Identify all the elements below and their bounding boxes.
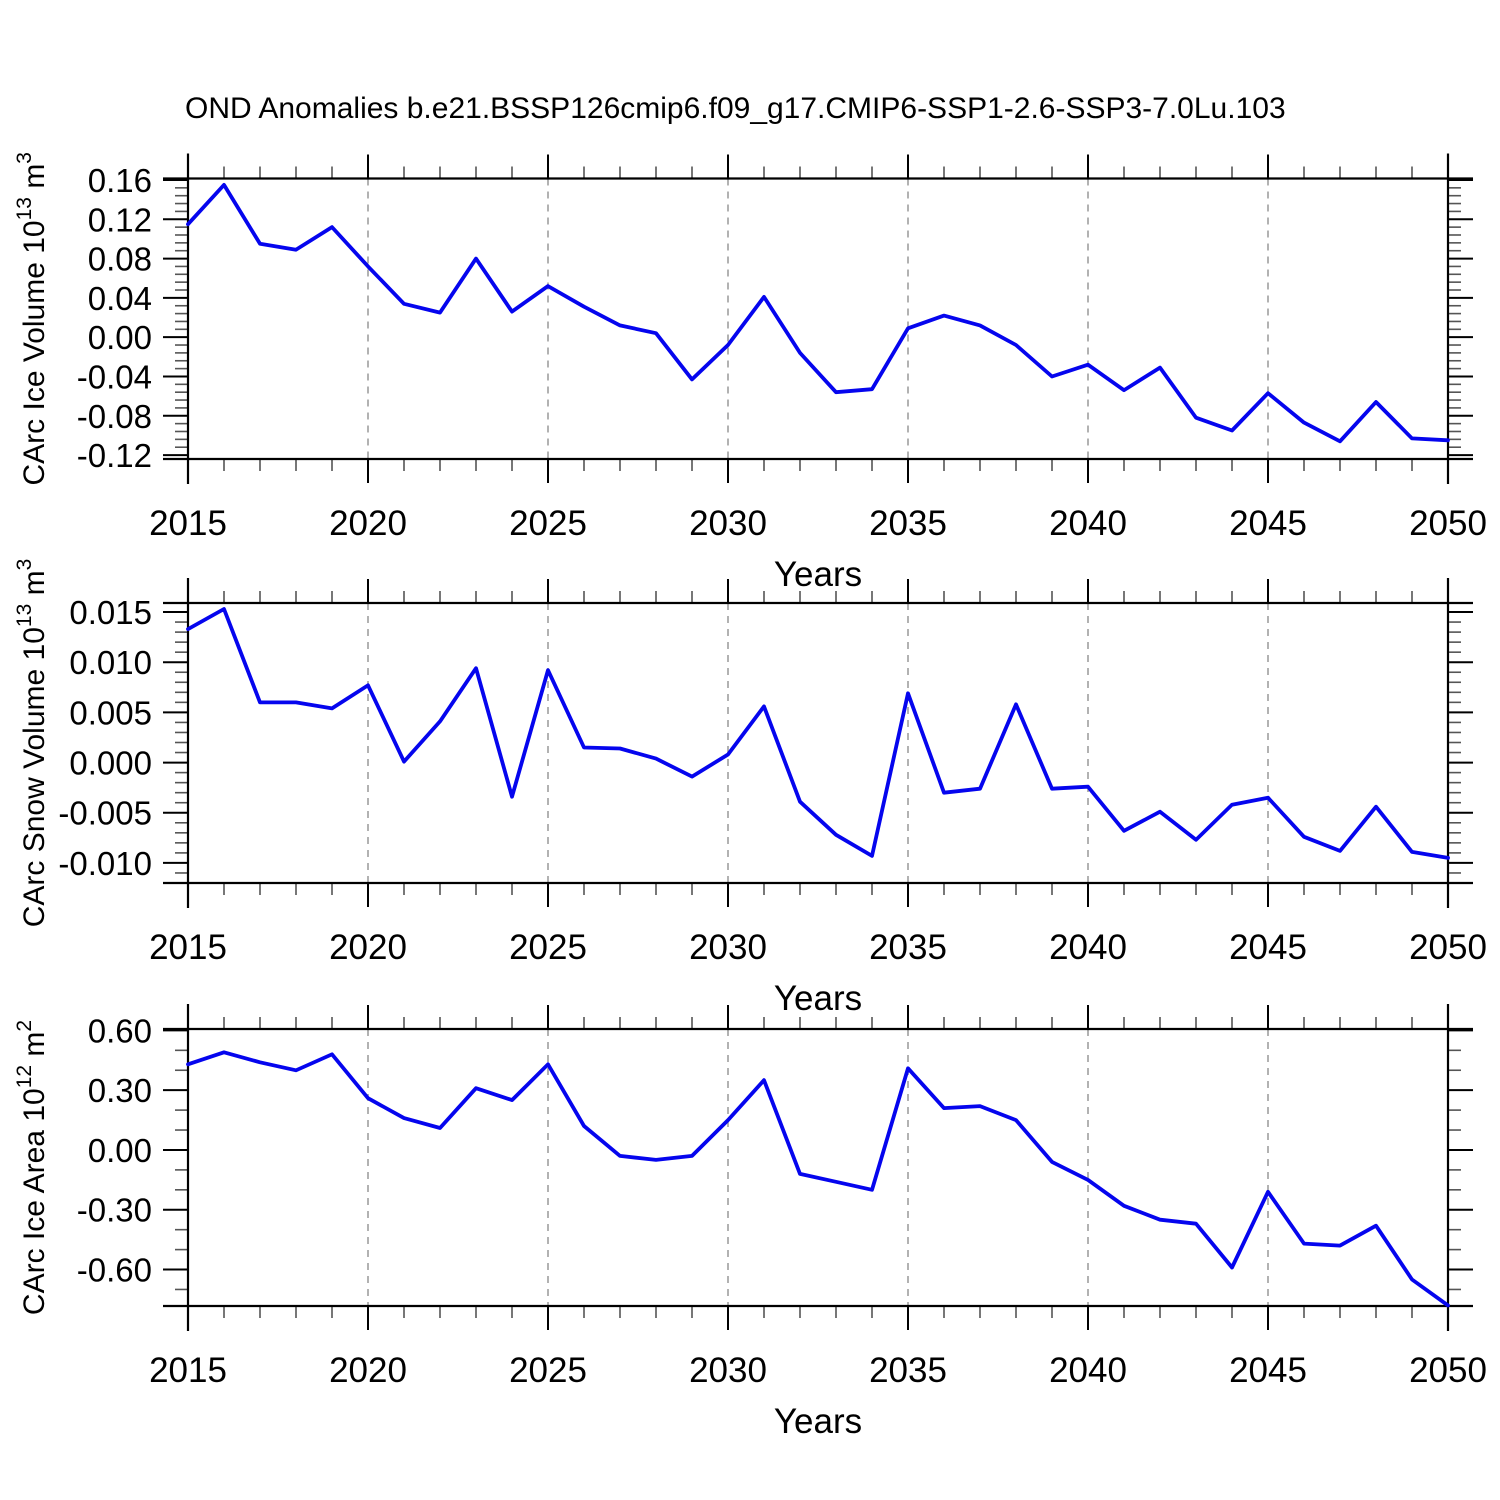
x-tick-label: 2030 bbox=[689, 928, 767, 967]
y-tick-label: 0.000 bbox=[69, 745, 152, 782]
y-axis-title-text: CArc Ice Volume 10 bbox=[18, 220, 51, 485]
y-axis-title: CArc Ice Area 1012 m2 bbox=[13, 1020, 51, 1315]
x-tick-label: 2025 bbox=[509, 504, 587, 543]
y-tick-label: 0.04 bbox=[88, 280, 152, 317]
y-axis-title-text: m bbox=[18, 1032, 51, 1065]
y-axis-title-sup: 13 bbox=[13, 197, 36, 220]
x-tick-label: 2015 bbox=[149, 1351, 227, 1390]
y-tick-label: 0.015 bbox=[69, 594, 152, 631]
x-tick-label: 2035 bbox=[869, 1351, 947, 1390]
y-axis-title-text: CArc Ice Area 10 bbox=[18, 1088, 51, 1315]
x-axis-title: Years bbox=[774, 555, 862, 594]
x-tick-label: 2050 bbox=[1409, 1351, 1487, 1390]
snow-volume-line bbox=[186, 607, 1450, 860]
y-tick-label: 0.005 bbox=[69, 694, 152, 731]
y-tick-label: -0.010 bbox=[58, 845, 152, 882]
x-tick-label: 2015 bbox=[149, 504, 227, 543]
x-axis-title: Years bbox=[774, 979, 862, 1018]
x-tick-label: 2020 bbox=[329, 1351, 407, 1390]
y-tick-label: -0.30 bbox=[77, 1192, 152, 1229]
y-axis-title-text: m bbox=[18, 164, 51, 197]
x-tick-label: 2045 bbox=[1229, 928, 1307, 967]
x-tick-label: 2050 bbox=[1409, 504, 1487, 543]
y-tick-label: -0.60 bbox=[77, 1252, 152, 1289]
x-tick-label: 2050 bbox=[1409, 928, 1487, 967]
y-axis-title-sup: 3 bbox=[13, 559, 36, 571]
y-tick-label: 0.00 bbox=[88, 319, 152, 356]
y-tick-label: 0.08 bbox=[88, 241, 152, 278]
x-tick-label: 2040 bbox=[1049, 1351, 1127, 1390]
y-tick-label: -0.005 bbox=[58, 795, 152, 832]
ice-volume-line bbox=[186, 182, 1450, 444]
y-axis-title: CArc Ice Volume 1013 m3 bbox=[13, 152, 51, 486]
y-tick-label: 0.16 bbox=[88, 162, 152, 199]
x-tick-label: 2025 bbox=[509, 928, 587, 967]
x-tick-label: 2040 bbox=[1049, 928, 1127, 967]
y-tick-label: 0.12 bbox=[88, 201, 152, 238]
y-axis-title-text: CArc Snow Volume 10 bbox=[18, 627, 51, 927]
y-axis-title-text: m bbox=[18, 570, 51, 603]
chart-ice-volume: 0.160.120.080.040.00-0.04-0.08-0.12 2015 2… bbox=[13, 152, 1487, 594]
x-tick-label: 2020 bbox=[329, 928, 407, 967]
y-axis-title-sup: 3 bbox=[13, 152, 36, 164]
x-tick-label: 2025 bbox=[509, 1351, 587, 1390]
y-tick-label: 0.00 bbox=[88, 1132, 152, 1169]
y-tick-label: 0.010 bbox=[69, 644, 152, 681]
y-axis-title-sup: 2 bbox=[13, 1020, 36, 1032]
y-axis-title-sup: 12 bbox=[13, 1065, 36, 1088]
x-tick-label: 2035 bbox=[869, 504, 947, 543]
x-tick-label: 2040 bbox=[1049, 504, 1127, 543]
y-tick-label: 0.30 bbox=[88, 1072, 152, 1109]
figure-title: OND Anomalies b.e21.BSSP126cmip6.f09_g17… bbox=[185, 92, 1286, 125]
y-tick-label: -0.08 bbox=[77, 398, 152, 435]
y-tick-label: -0.04 bbox=[77, 358, 152, 395]
x-tick-label: 2045 bbox=[1229, 504, 1307, 543]
x-tick-label: 2020 bbox=[329, 504, 407, 543]
x-axis-title: Years bbox=[774, 1402, 862, 1441]
ice-area-line bbox=[186, 1050, 1450, 1308]
y-tick-label: -0.12 bbox=[77, 437, 152, 474]
x-tick-label: 2015 bbox=[149, 928, 227, 967]
x-tick-label: 2030 bbox=[689, 504, 767, 543]
chart-ice-area: 0.60 0.30 0.00 -0.30 -0.60 2015 2020 2025 2030 20… bbox=[13, 1004, 1487, 1441]
chart-snow-volume: 0.015 0.010 0.005 0.000 -0.005 -0.010 2015 2020… bbox=[13, 559, 1487, 1018]
y-tick-label: 0.60 bbox=[88, 1012, 152, 1049]
y-axis-title-sup: 13 bbox=[13, 604, 36, 627]
x-tick-label: 2030 bbox=[689, 1351, 767, 1390]
x-tick-label: 2035 bbox=[869, 928, 947, 967]
y-axis-title: CArc Snow Volume 1013 m3 bbox=[13, 559, 51, 928]
x-tick-label: 2045 bbox=[1229, 1351, 1307, 1390]
